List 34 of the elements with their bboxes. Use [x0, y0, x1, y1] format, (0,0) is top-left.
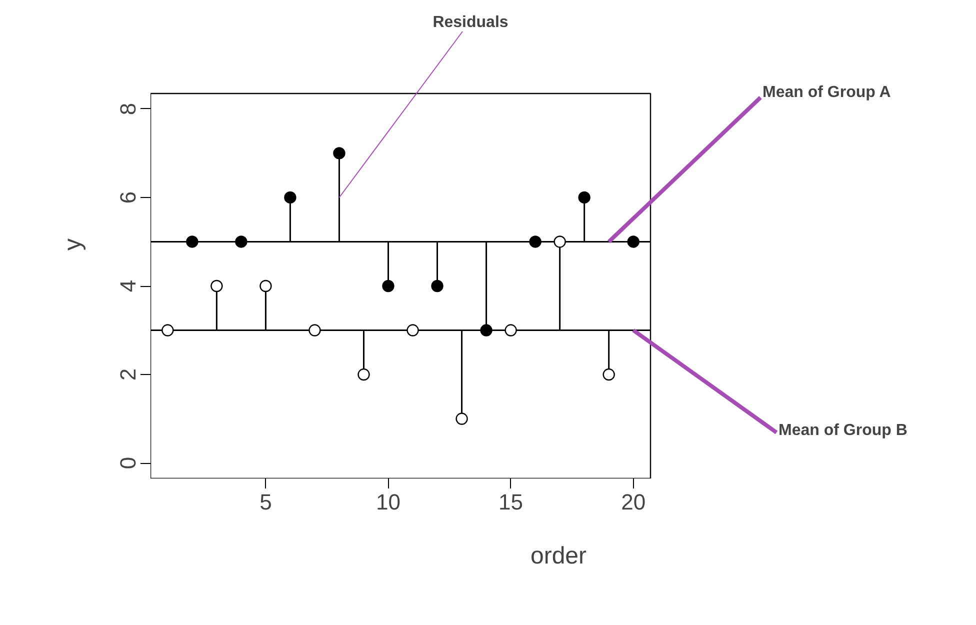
annotation: Mean of Group A — [762, 84, 892, 101]
point — [480, 324, 492, 336]
point — [602, 368, 615, 381]
point — [504, 324, 517, 336]
y-tick-label: 0 — [116, 456, 140, 470]
y-tick-label: 4 — [116, 280, 140, 292]
point — [578, 191, 590, 204]
point — [627, 236, 640, 248]
annotation: Mean of Group B — [778, 422, 908, 439]
y-axis-title: y — [60, 238, 86, 250]
point — [235, 236, 248, 248]
point — [406, 324, 419, 336]
annotation: Residuals — [432, 14, 508, 31]
point — [358, 368, 370, 381]
point — [382, 280, 394, 292]
point — [333, 147, 346, 160]
x-tick-label: 5 — [260, 490, 272, 514]
x-axis-title: order — [530, 542, 587, 570]
point — [456, 412, 468, 425]
point — [308, 324, 321, 336]
x-tick-label: 10 — [376, 490, 400, 514]
point — [260, 280, 272, 292]
y-tick-label: 8 — [116, 102, 140, 116]
point — [162, 324, 174, 336]
point — [529, 236, 542, 248]
point — [554, 236, 566, 248]
y-tick-label: 2 — [116, 368, 140, 381]
point — [284, 191, 296, 204]
point — [210, 280, 223, 292]
point — [431, 280, 444, 292]
point — [186, 236, 198, 248]
x-tick-label: 20 — [621, 490, 646, 514]
y-tick-label: 6 — [116, 191, 140, 204]
x-tick-label: 15 — [498, 490, 524, 514]
